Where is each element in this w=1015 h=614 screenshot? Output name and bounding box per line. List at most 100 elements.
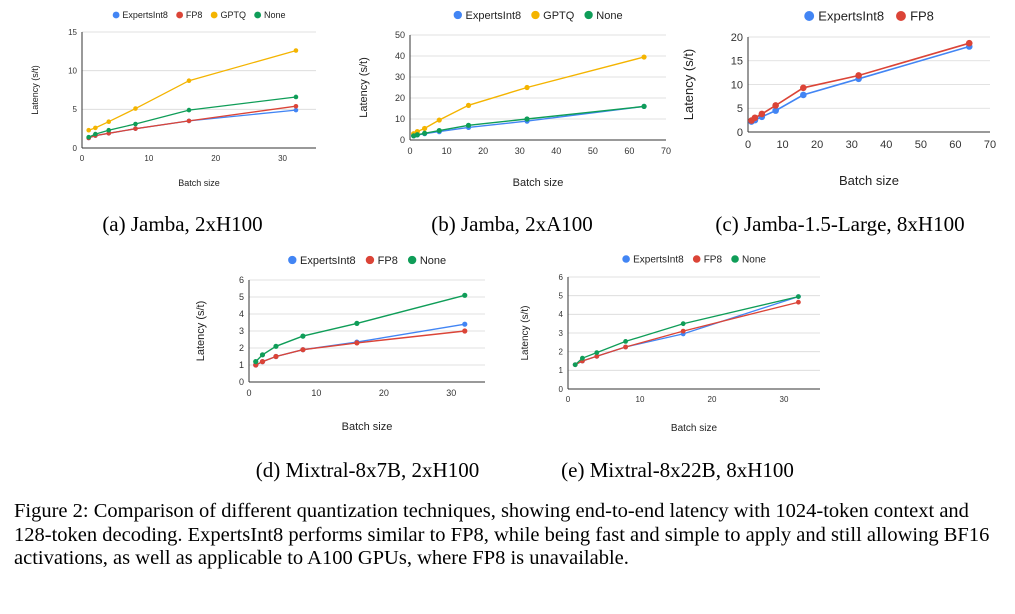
legend-label: None — [742, 255, 766, 266]
data-point — [300, 347, 306, 353]
data-point — [800, 91, 807, 99]
legend-marker — [365, 255, 375, 265]
data-point — [186, 107, 192, 113]
y-tick-label: 3 — [239, 326, 244, 336]
y-tick-label: 15 — [68, 28, 77, 37]
x-tick-label: 30 — [446, 388, 456, 398]
legend: ExpertsInt8 FP8 GPTQ None — [112, 10, 285, 20]
data-point — [641, 103, 647, 109]
y-tick-label: 5 — [559, 291, 564, 300]
data-point — [462, 328, 468, 334]
legend-label: ExpertsInt8 — [122, 10, 168, 20]
x-tick-label: 40 — [551, 146, 561, 156]
y-axis-label: Latency (s/t) — [681, 49, 696, 121]
data-point — [465, 122, 472, 128]
data-point — [293, 107, 299, 113]
subcaption-e: (e) Mixtral-8x22B, 8xH100 — [561, 458, 794, 482]
data-point — [580, 355, 585, 361]
data-point — [462, 321, 468, 327]
x-tick-label: 10 — [636, 395, 645, 404]
legend-label: None — [420, 255, 446, 267]
data-point — [106, 127, 112, 133]
legend-marker — [896, 11, 906, 21]
data-point — [133, 121, 138, 127]
legend-marker — [731, 255, 739, 263]
legend-label: GPTQ — [543, 10, 575, 22]
data-point — [106, 119, 112, 125]
x-tick-label: 0 — [246, 388, 251, 398]
y-tick-label: 6 — [239, 275, 244, 285]
legend-marker — [407, 255, 417, 265]
data-point — [465, 102, 472, 108]
legend-marker — [254, 11, 262, 19]
data-point — [273, 353, 279, 360]
chart-d: 0 1 2 3 4 5 6 0 10 20 30 Batch size Latency (s/t) Exp… — [195, 255, 485, 433]
data-point — [86, 134, 91, 140]
data-point — [772, 102, 779, 109]
data-point — [641, 54, 647, 60]
x-tick-label: 10 — [144, 154, 153, 163]
data-point — [796, 294, 801, 299]
data-point — [623, 339, 628, 344]
subcaption-d: (d) Mixtral-8x7B, 2xH100 — [255, 458, 480, 482]
y-tick-label: 15 — [731, 56, 743, 68]
data-point — [680, 321, 686, 327]
legend-marker — [210, 11, 218, 19]
y-axis-label: Latency (s/t) — [520, 305, 531, 360]
x-axis-label: Batch size — [342, 421, 393, 433]
data-point — [462, 292, 468, 298]
x-tick-label: 50 — [588, 146, 598, 156]
legend-label: FP8 — [378, 255, 398, 267]
y-tick-label: 10 — [68, 66, 77, 75]
data-point — [680, 328, 686, 334]
subcaption-b: (b) Jamba, 2xA100 — [431, 212, 593, 236]
y-tick-label: 4 — [239, 309, 244, 319]
figure-caption: Figure 2: Comparison of different quanti… — [14, 500, 990, 569]
data-point — [253, 359, 259, 365]
data-point — [133, 106, 138, 111]
legend-label: FP8 — [910, 9, 934, 24]
data-point — [436, 127, 442, 134]
data-point — [186, 118, 192, 124]
y-tick-label: 1 — [559, 366, 564, 375]
data-point — [354, 340, 360, 346]
y-tick-label: 0 — [73, 144, 78, 153]
legend-label: GPTQ — [220, 10, 246, 20]
y-tick-label: 2 — [559, 347, 564, 356]
legend-marker — [584, 10, 593, 20]
x-axis-label: Batch size — [671, 423, 718, 434]
y-tick-label: 5 — [737, 103, 743, 115]
x-tick-label: 70 — [984, 139, 996, 151]
x-tick-label: 20 — [211, 154, 220, 163]
data-point — [133, 126, 138, 131]
series-line — [574, 301, 799, 366]
data-point — [855, 72, 862, 79]
data-point — [524, 84, 530, 91]
y-tick-label: 10 — [395, 114, 405, 124]
legend-marker — [112, 11, 120, 19]
y-tick-label: 20 — [731, 32, 743, 44]
y-tick-label: 2 — [239, 343, 244, 353]
y-axis-label: Latency (s/t) — [358, 57, 370, 118]
y-tick-label: 1 — [239, 360, 244, 370]
x-tick-label: 10 — [311, 388, 321, 398]
legend-marker — [176, 11, 184, 19]
legend-marker — [288, 255, 297, 265]
data-point — [93, 131, 98, 137]
y-tick-label: 0 — [737, 127, 743, 139]
data-point — [772, 107, 779, 114]
y-tick-label: 30 — [395, 72, 405, 82]
y-tick-label: 4 — [559, 310, 564, 319]
legend-marker — [453, 10, 462, 20]
data-point — [751, 114, 759, 122]
x-tick-label: 50 — [915, 139, 927, 151]
y-axis-label: Latency (s/t) — [195, 301, 207, 362]
subcaption-c: (c) Jamba-1.5-Large, 8xH100 — [715, 212, 965, 236]
y-tick-label: 3 — [559, 329, 564, 338]
y-tick-label: 5 — [73, 105, 78, 114]
x-axis-label: Batch size — [513, 177, 564, 189]
legend-label: ExpertsInt8 — [633, 255, 684, 266]
chart-b: 0 10 20 30 40 50 0 10 20 30 40 50 60 70 Batch size Late… — [358, 10, 671, 189]
y-tick-label: 20 — [395, 93, 405, 103]
legend: ExpertsInt8 FP8 None — [288, 255, 446, 267]
